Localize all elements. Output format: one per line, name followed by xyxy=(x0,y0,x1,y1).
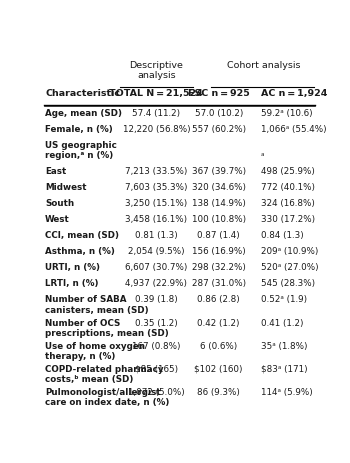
Text: 520ᵃ (27.0%): 520ᵃ (27.0%) xyxy=(261,263,318,272)
Text: Pulmonologist/allergist
care on index date, n (%): Pulmonologist/allergist care on index da… xyxy=(45,387,169,407)
Text: 0.39 (1.8): 0.39 (1.8) xyxy=(135,295,178,304)
Text: 2,054 (9.5%): 2,054 (9.5%) xyxy=(128,247,185,256)
Text: 0.35 (1.2): 0.35 (1.2) xyxy=(135,318,178,327)
Text: 57.0 (10.2): 57.0 (10.2) xyxy=(195,108,243,117)
Text: 114ᵃ (5.9%): 114ᵃ (5.9%) xyxy=(261,387,313,396)
Text: 4,937 (22.9%): 4,937 (22.9%) xyxy=(125,279,187,288)
Text: US geographic
region,ᵃ n (%): US geographic region,ᵃ n (%) xyxy=(45,140,117,160)
Text: 167 (0.8%): 167 (0.8%) xyxy=(132,341,181,350)
Text: 209ᵃ (10.9%): 209ᵃ (10.9%) xyxy=(261,247,318,256)
Text: 6 (0.6%): 6 (0.6%) xyxy=(200,341,237,350)
Text: CCI, mean (SD): CCI, mean (SD) xyxy=(45,231,119,239)
Text: 1,072 (5.0%): 1,072 (5.0%) xyxy=(128,387,185,396)
Text: 138 (14.9%): 138 (14.9%) xyxy=(192,199,246,207)
Text: Number of OCS
prescriptions, mean (SD): Number of OCS prescriptions, mean (SD) xyxy=(45,318,169,337)
Text: 324 (16.8%): 324 (16.8%) xyxy=(261,199,315,207)
Text: TOTAL N = 21,524: TOTAL N = 21,524 xyxy=(110,89,203,98)
Text: $102 (160): $102 (160) xyxy=(195,364,243,373)
Text: URTI, n (%): URTI, n (%) xyxy=(45,263,100,272)
Text: 3,458 (16.1%): 3,458 (16.1%) xyxy=(125,214,187,224)
Text: Use of home oxygen
therapy, n (%): Use of home oxygen therapy, n (%) xyxy=(45,341,145,360)
Text: 0.41 (1.2): 0.41 (1.2) xyxy=(261,318,303,327)
Text: Age, mean (SD): Age, mean (SD) xyxy=(45,108,122,117)
Text: West: West xyxy=(45,214,70,224)
Text: 57.4 (11.2): 57.4 (11.2) xyxy=(132,108,180,117)
Text: LRTI, n (%): LRTI, n (%) xyxy=(45,279,99,288)
Text: 156 (16.9%): 156 (16.9%) xyxy=(192,247,246,256)
Text: Characteristic: Characteristic xyxy=(45,89,120,98)
Text: 0.52ᵃ (1.9): 0.52ᵃ (1.9) xyxy=(261,295,307,304)
Text: FSC n = 925: FSC n = 925 xyxy=(188,89,250,98)
Text: 0.86 (2.8): 0.86 (2.8) xyxy=(197,295,240,304)
Text: AC n = 1,924: AC n = 1,924 xyxy=(261,89,327,98)
Text: South: South xyxy=(45,199,74,207)
Text: COPD-related pharmacy
costs,ᵇ mean (SD): COPD-related pharmacy costs,ᵇ mean (SD) xyxy=(45,364,164,383)
Text: 545 (28.3%): 545 (28.3%) xyxy=(261,279,315,288)
Text: 35ᵃ (1.8%): 35ᵃ (1.8%) xyxy=(261,341,307,350)
Text: 59.2ᵃ (10.6): 59.2ᵃ (10.6) xyxy=(261,108,312,117)
Text: 320 (34.6%): 320 (34.6%) xyxy=(192,182,246,192)
Text: 330 (17.2%): 330 (17.2%) xyxy=(261,214,315,224)
Text: 7,213 (33.5%): 7,213 (33.5%) xyxy=(125,167,188,175)
Text: $85 (165): $85 (165) xyxy=(135,364,178,373)
Text: East: East xyxy=(45,167,66,175)
Text: Descriptive
analysis: Descriptive analysis xyxy=(130,61,183,80)
Text: $83ᵃ (171): $83ᵃ (171) xyxy=(261,364,307,373)
Text: 12,220 (56.8%): 12,220 (56.8%) xyxy=(122,125,190,133)
Text: Asthma, n (%): Asthma, n (%) xyxy=(45,247,115,256)
Text: 0.84 (1.3): 0.84 (1.3) xyxy=(261,231,303,239)
Text: Female, n (%): Female, n (%) xyxy=(45,125,113,133)
Text: 7,603 (35.3%): 7,603 (35.3%) xyxy=(125,182,188,192)
Text: 100 (10.8%): 100 (10.8%) xyxy=(192,214,246,224)
Text: 0.42 (1.2): 0.42 (1.2) xyxy=(197,318,240,327)
Text: Midwest: Midwest xyxy=(45,182,86,192)
Text: 6,607 (30.7%): 6,607 (30.7%) xyxy=(125,263,188,272)
Text: 367 (39.7%): 367 (39.7%) xyxy=(192,167,246,175)
Text: 0.81 (1.3): 0.81 (1.3) xyxy=(135,231,178,239)
Text: 1,066ᵃ (55.4%): 1,066ᵃ (55.4%) xyxy=(261,125,326,133)
Text: 0.87 (1.4): 0.87 (1.4) xyxy=(197,231,240,239)
Text: 557 (60.2%): 557 (60.2%) xyxy=(192,125,246,133)
Text: 498 (25.9%): 498 (25.9%) xyxy=(261,167,315,175)
Text: 287 (31.0%): 287 (31.0%) xyxy=(192,279,246,288)
Text: 3,250 (15.1%): 3,250 (15.1%) xyxy=(125,199,188,207)
Text: Number of SABA
canisters, mean (SD): Number of SABA canisters, mean (SD) xyxy=(45,295,149,314)
Text: 772 (40.1%): 772 (40.1%) xyxy=(261,182,315,192)
Text: ᵃ: ᵃ xyxy=(261,151,264,160)
Text: 298 (32.2%): 298 (32.2%) xyxy=(192,263,246,272)
Text: 86 (9.3%): 86 (9.3%) xyxy=(197,387,240,396)
Text: Cohort analysis: Cohort analysis xyxy=(228,61,301,70)
